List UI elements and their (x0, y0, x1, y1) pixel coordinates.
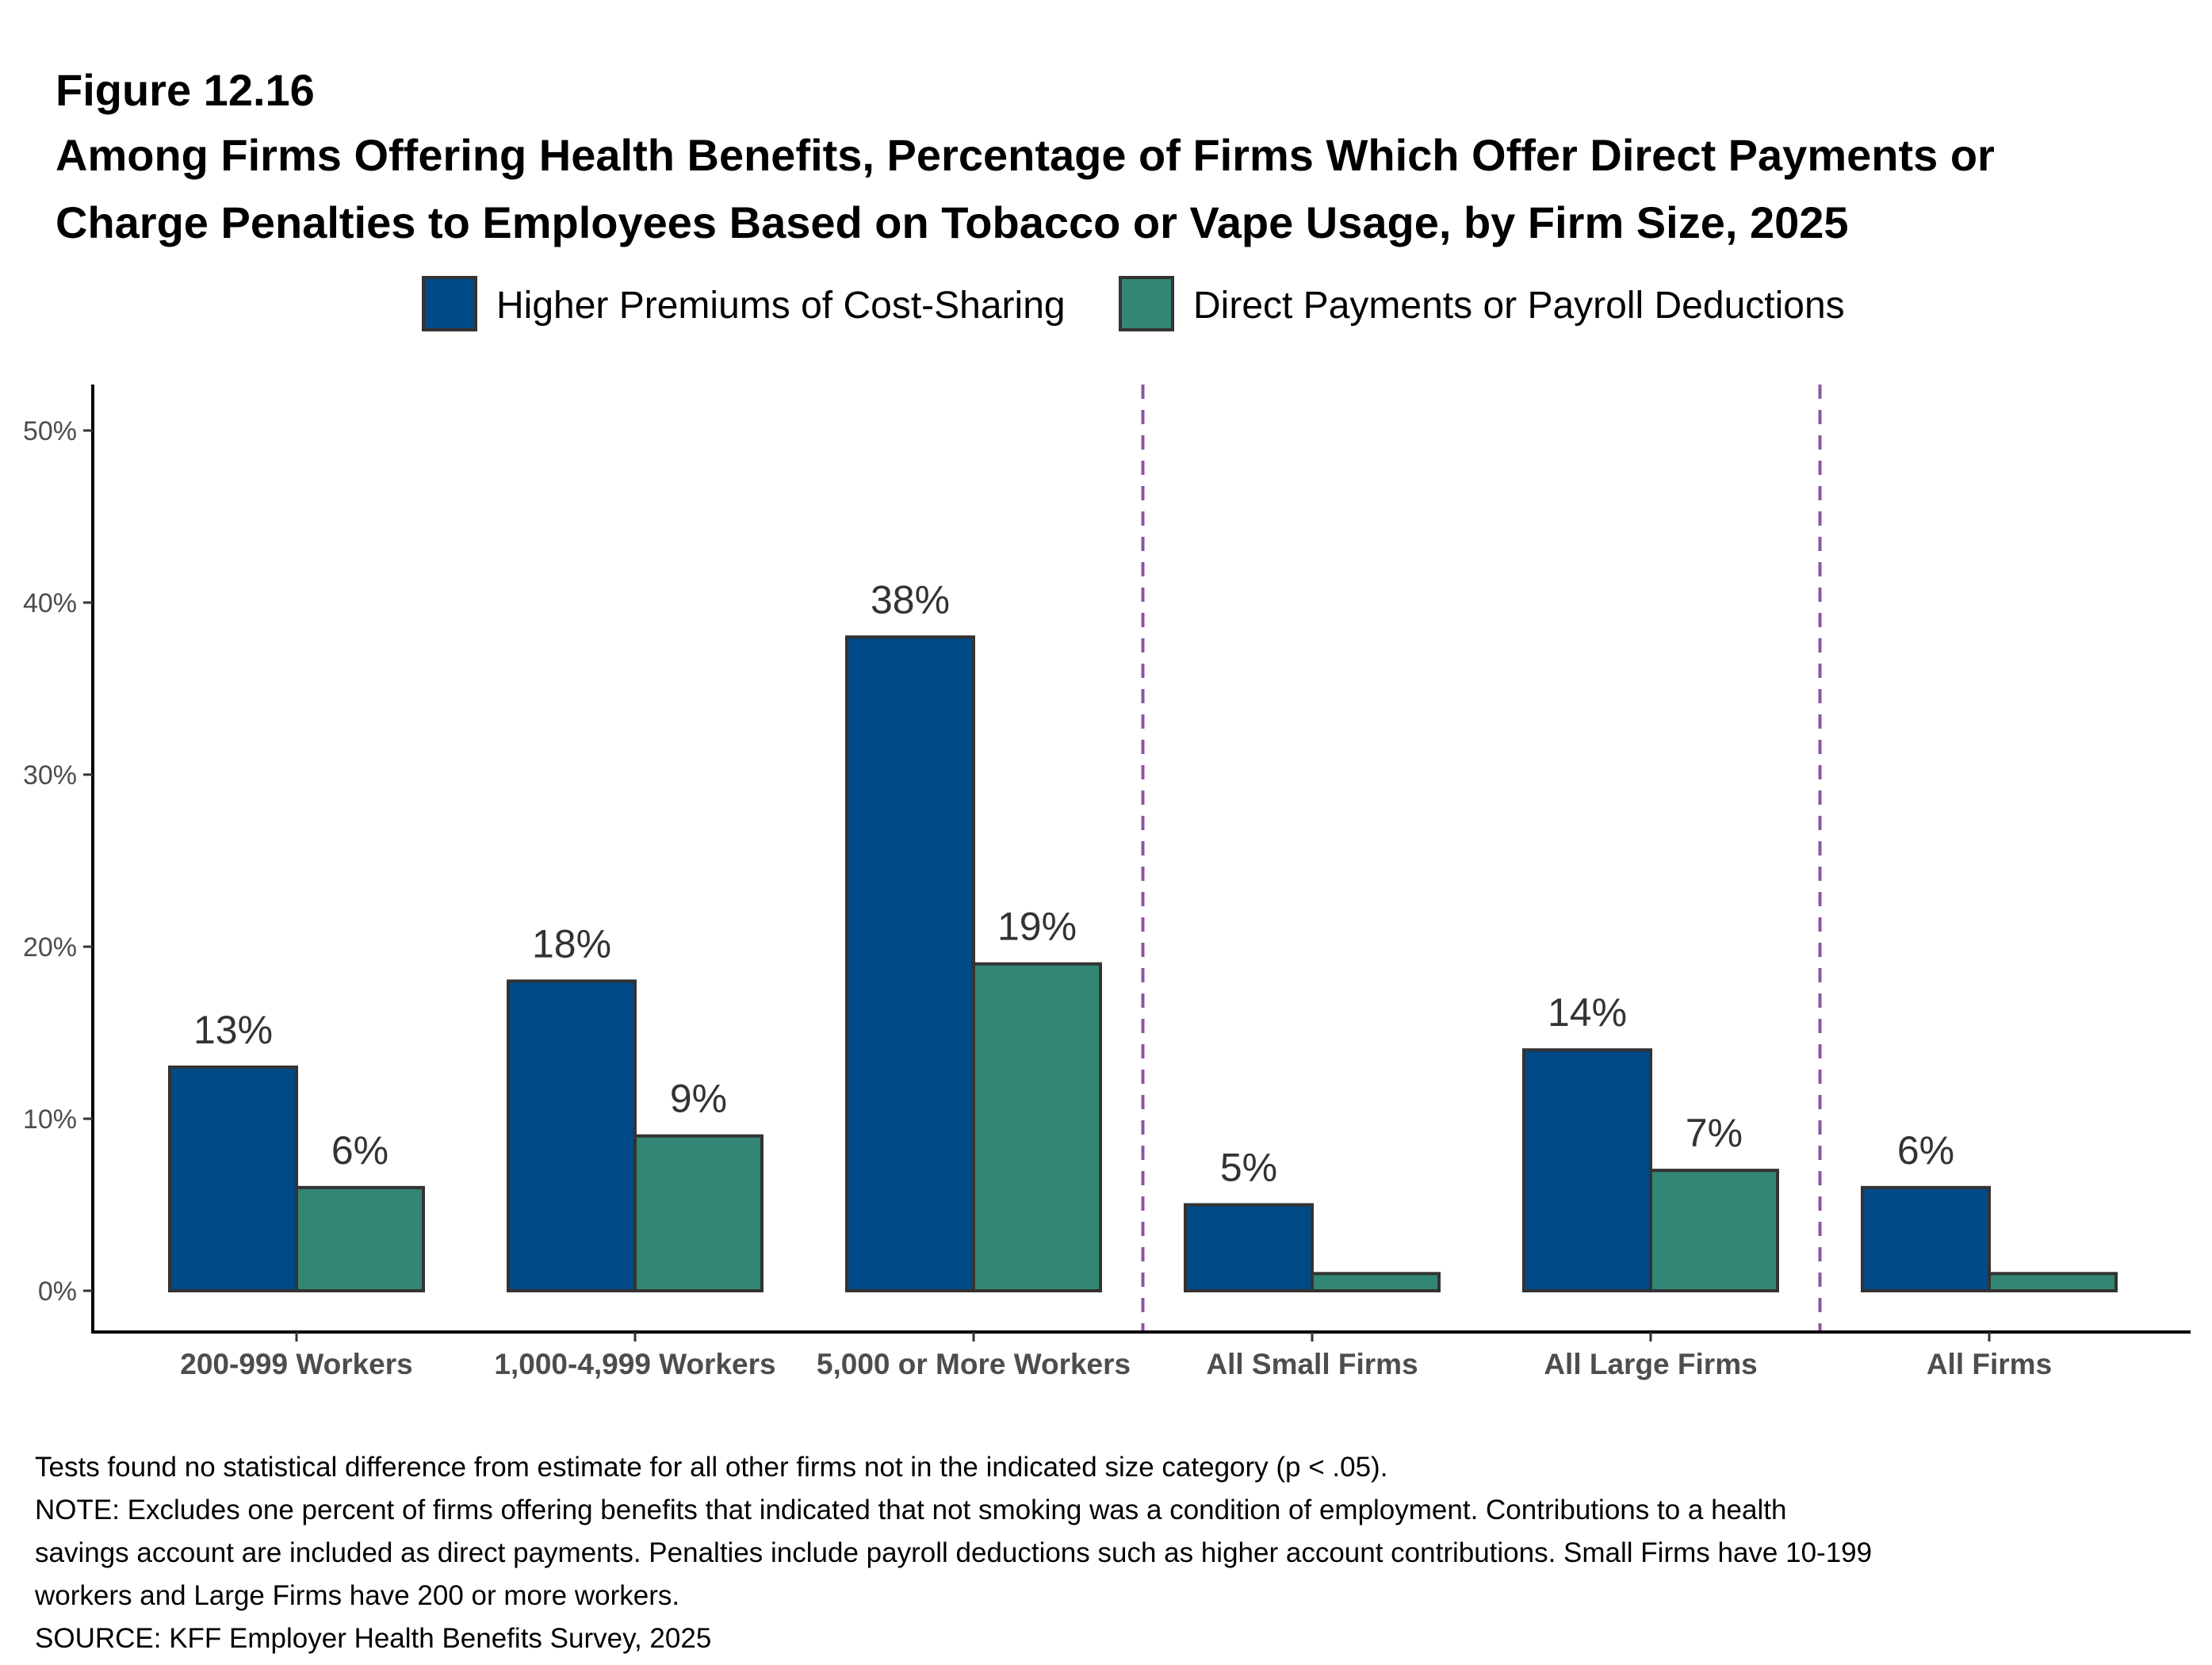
chart-title-line-1: Among Firms Offering Health Benefits, Pe… (55, 130, 1995, 180)
data-label: 13% (193, 1008, 273, 1052)
y-tick-label: 20% (23, 932, 77, 963)
x-tick-label: 1,000-4,999 Workers (494, 1348, 775, 1380)
bar-higher-premiums (845, 635, 975, 1292)
bar-direct-payments (1311, 1272, 1441, 1293)
bar-direct-payments (972, 962, 1102, 1292)
note-line-5: SOURCE: KFF Employer Health Benefits Sur… (35, 1623, 711, 1654)
legend-label-direct-payments: Direct Payments or Payroll Deductions (1193, 285, 1845, 327)
y-tick-label: 40% (23, 588, 77, 618)
data-label: 6% (1897, 1128, 1954, 1173)
data-label: 18% (532, 921, 611, 966)
legend-swatch-higher-premiums (422, 276, 477, 331)
notes: Tests found no statistical difference fr… (34, 1452, 1872, 1654)
note-line-2: NOTE: Excludes one percent of firms offe… (35, 1495, 1786, 1525)
x-tick-label: 200-999 Workers (180, 1348, 412, 1380)
data-label: 9% (670, 1077, 727, 1121)
bar-higher-premiums (507, 979, 637, 1293)
data-label: 14% (1548, 990, 1627, 1035)
data-label: 19% (997, 905, 1077, 949)
x-tick-label: All Firms (1927, 1348, 2052, 1380)
data-label: 5% (1220, 1146, 1277, 1190)
x-tick-label: 5,000 or More Workers (817, 1348, 1131, 1380)
x-tick-label: All Large Firms (1544, 1348, 1757, 1380)
x-tick-label: All Small Firms (1206, 1348, 1418, 1380)
bar-direct-payments (1988, 1272, 2118, 1293)
figure-label: Figure 12.16 (55, 65, 315, 115)
y-tick-label: 0% (38, 1276, 77, 1307)
chart-title-line-2: Charge Penalties to Employees Based on T… (55, 197, 1849, 247)
legend: Higher Premiums of Cost-Sharing Direct P… (422, 276, 1845, 331)
legend-label-higher-premiums: Higher Premiums of Cost-Sharing (496, 285, 1066, 327)
bar-higher-premiums (1861, 1185, 1991, 1293)
note-line-1: Tests found no statistical difference fr… (35, 1452, 1387, 1483)
data-label: 38% (871, 577, 950, 622)
data-label: 7% (1686, 1111, 1743, 1155)
bar-direct-payments (1649, 1169, 1779, 1292)
bar-higher-premiums (1184, 1203, 1314, 1292)
bar-direct-payments (295, 1185, 425, 1293)
note-line-3: savings account are included as direct p… (35, 1537, 1872, 1568)
y-tick-label: 10% (23, 1104, 77, 1135)
y-tick-label: 30% (23, 760, 77, 790)
note-line-4: workers and Large Firms have 200 or more… (34, 1580, 679, 1611)
bar-higher-premiums (1522, 1048, 1652, 1292)
y-tick-label: 50% (23, 416, 77, 446)
data-label: 6% (331, 1128, 388, 1173)
plot-area: 0% 10% 20% 30% 40% 50% 200-999 Workers 1,000-4,… (23, 385, 2191, 1380)
bar-direct-payments (633, 1134, 763, 1292)
bar-higher-premiums (168, 1065, 298, 1293)
legend-swatch-direct-payments (1119, 276, 1174, 331)
